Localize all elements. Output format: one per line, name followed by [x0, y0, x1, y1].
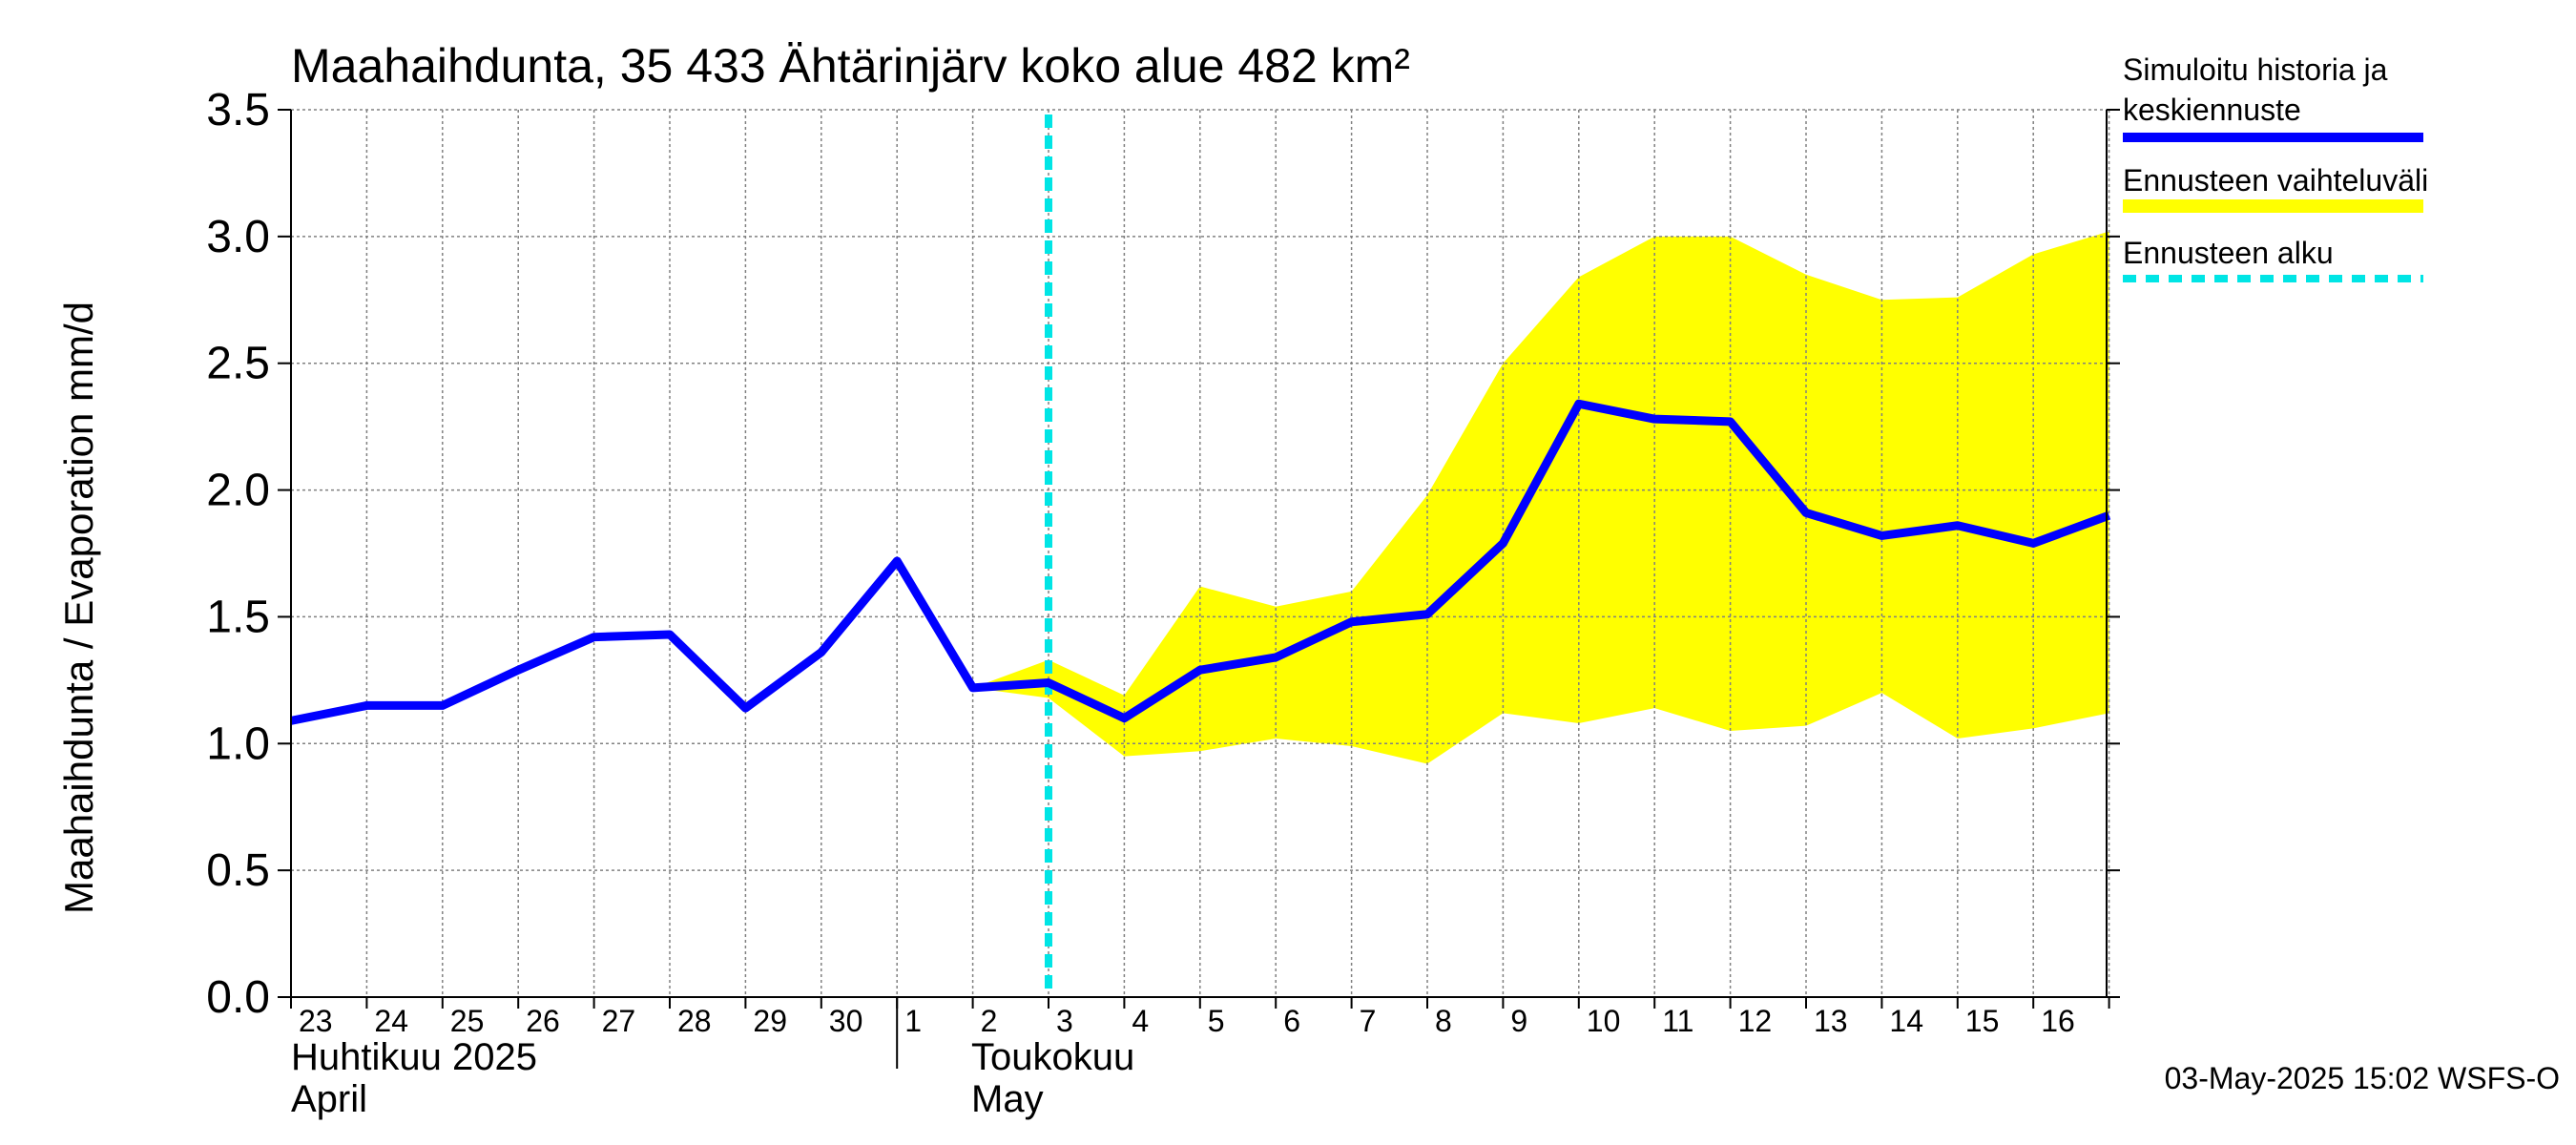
legend: Simuloitu historia ja keskiennuste Ennus… [2123, 52, 2428, 282]
x-tick-label: 5 [1208, 1004, 1225, 1038]
footer-timestamp: 03-May-2025 15:02 WSFS-O [2165, 1061, 2560, 1095]
axis-layer: 0.00.51.01.52.02.53.03.523 24 25 26 27 28 29 30… [206, 85, 2120, 1069]
forecast-range-band-layer [972, 231, 2109, 764]
x-tick-label: 11 [1662, 1004, 1693, 1038]
month-label-may-en: May [971, 1078, 1044, 1120]
x-tick-label: 14 [1889, 1004, 1923, 1038]
x-tick-label: 8 [1435, 1004, 1452, 1038]
x-tick-label: 30 [829, 1004, 863, 1038]
y-tick-label: 2.0 [206, 466, 270, 516]
x-tick-label: 9 [1510, 1004, 1527, 1038]
x-tick-label: 4 [1132, 1004, 1149, 1038]
x-tick-label: 29 [753, 1004, 787, 1038]
month-label-may-fi: Toukokuu [971, 1036, 1134, 1078]
x-tick-label: 6 [1283, 1004, 1300, 1038]
x-tick-label: 24 [374, 1004, 408, 1038]
forecast-range-band [972, 231, 2109, 764]
month-label-april-en: April [291, 1078, 367, 1120]
x-tick-label: 23 [299, 1004, 333, 1038]
y-tick-label: 0.0 [206, 972, 270, 1023]
grid-layer [290, 109, 2110, 998]
legend-label-mean-line1: Simuloitu historia ja [2123, 52, 2388, 87]
y-axis-label: Maahaihdunta / Evaporation mm/d [56, 302, 101, 914]
x-tick-label: 3 [1056, 1004, 1073, 1038]
x-tick-label: 28 [677, 1004, 712, 1038]
chart-title: Maahaihdunta, 35 433 Ähtärinjärv koko al… [291, 39, 1410, 93]
legend-label-forecast-start: Ennusteen alku [2123, 236, 2334, 270]
legend-label-range: Ennusteen vaihteluväli [2123, 163, 2428, 198]
x-tick-label: 1 [904, 1004, 922, 1038]
x-tick-label: 10 [1587, 1004, 1621, 1038]
x-tick-label: 7 [1360, 1004, 1377, 1038]
x-tick-label: 25 [450, 1004, 485, 1038]
x-tick-label: 2 [981, 1004, 998, 1038]
y-tick-label: 2.5 [206, 339, 270, 389]
x-tick-label: 16 [2041, 1004, 2075, 1038]
x-tick-label: 26 [526, 1004, 560, 1038]
y-tick-label: 3.0 [206, 212, 270, 262]
y-tick-label: 0.5 [206, 845, 270, 896]
y-tick-label: 1.5 [206, 592, 270, 642]
x-tick-label: 15 [1965, 1004, 2000, 1038]
x-tick-label: 13 [1814, 1004, 1848, 1038]
legend-label-mean-line2: keskiennuste [2123, 93, 2301, 127]
y-tick-label: 1.0 [206, 718, 270, 769]
x-tick-label: 27 [602, 1004, 636, 1038]
month-label-april-fi: Huhtikuu 2025 [291, 1036, 537, 1078]
y-tick-label: 3.5 [206, 85, 270, 135]
x-tick-label: 12 [1738, 1004, 1773, 1038]
